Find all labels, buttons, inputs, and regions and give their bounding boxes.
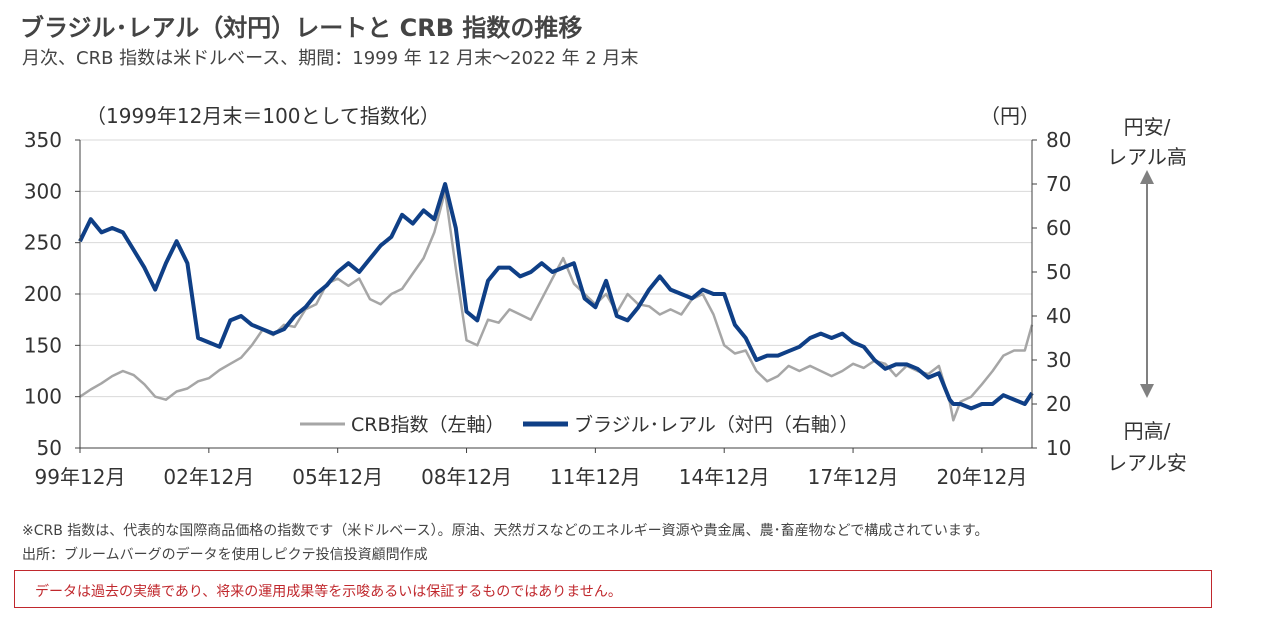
x-tick-label: 20年12月 <box>936 465 1027 489</box>
bottom-annotation-line1: 円高/ <box>1124 419 1171 443</box>
legend-crb-label: CRB指数（左軸） <box>351 414 505 436</box>
chart-title: ブラジル･レアル（対円）レートと CRB 指数の推移 <box>20 14 583 42</box>
left-tick-label: 50 <box>37 436 62 460</box>
left-tick-label: 100 <box>24 385 62 409</box>
legend: CRB指数（左軸） ブラジル･レアル（対円（右軸）） <box>300 413 858 436</box>
top-annotation-line1: 円安/ <box>1124 115 1171 139</box>
right-axis-ticks: 80 70 60 50 40 30 20 10 <box>1032 128 1071 460</box>
x-tick-label: 11年12月 <box>550 465 641 489</box>
left-tick-label: 300 <box>24 179 62 203</box>
arrow-down-icon <box>1140 384 1154 398</box>
right-tick-label: 30 <box>1046 348 1071 372</box>
disclaimer-box: データは過去の実績であり、将来の運用成果等を示唆あるいは保証するものではありませ… <box>14 570 1212 608</box>
grid <box>80 139 1032 398</box>
disclaimer-text: データは過去の実績であり、将来の運用成果等を示唆あるいは保証するものではありませ… <box>35 584 622 600</box>
left-tick-label: 150 <box>24 333 62 357</box>
right-tick-label: 70 <box>1046 172 1071 196</box>
crb-line <box>79 190 1034 422</box>
x-tick-label: 14年12月 <box>679 465 770 489</box>
x-tick-label: 17年12月 <box>808 465 899 489</box>
crb-series <box>79 190 1034 422</box>
left-axis-ticks: 350 300 250 200 150 100 50 <box>24 128 80 460</box>
right-tick-label: 20 <box>1046 392 1071 416</box>
right-tick-label: 50 <box>1046 260 1071 284</box>
chart-svg: 350 300 250 200 150 100 50 80 70 60 50 40 30 20 10 99… <box>24 104 1187 489</box>
brl-line <box>78 182 1034 411</box>
right-tick-label: 80 <box>1046 128 1071 152</box>
x-tick-label: 02年12月 <box>163 465 254 489</box>
right-tick-label: 60 <box>1046 216 1071 240</box>
right-tick-label: 40 <box>1046 304 1071 328</box>
left-axis-unit: （1999年12月末＝100として指数化） <box>86 104 440 128</box>
x-axis-ticks: 99年12月 02年12月 05年12月 08年12月 11年12月 14年12月 17年1… <box>35 448 1027 489</box>
right-axis-unit: （円） <box>980 104 1040 128</box>
footnote-source: 出所：ブルームバーグのデータを使用しピクテ投信投資顧問作成 <box>22 547 428 563</box>
right-tick-label: 10 <box>1046 436 1071 460</box>
top-annotation-line2: レアル高 <box>1107 145 1187 169</box>
legend-brl-label: ブラジル･レアル（対円（右軸）） <box>574 413 858 436</box>
brl-series <box>78 182 1034 411</box>
direction-arrow <box>1140 170 1154 398</box>
chart-subtitle: 月次、CRB 指数は米ドルベース、期間：1999 年 12 月末～2022 年 … <box>22 48 639 69</box>
left-tick-label: 200 <box>24 282 62 306</box>
left-tick-label: 250 <box>24 231 62 255</box>
footnote-crb: ※CRB 指数は、代表的な国際商品価格の指数です（米ドルベース）。原油、天然ガス… <box>22 523 989 539</box>
x-tick-label: 05年12月 <box>292 465 383 489</box>
x-tick-label: 08年12月 <box>421 465 512 489</box>
x-tick-label: 99年12月 <box>35 465 126 489</box>
bottom-annotation-line2: レアル安 <box>1107 451 1187 475</box>
arrow-up-icon <box>1140 170 1154 184</box>
left-tick-label: 350 <box>24 128 62 152</box>
